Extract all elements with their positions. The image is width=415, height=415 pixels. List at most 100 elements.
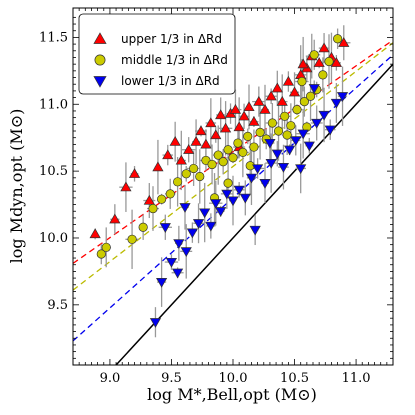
data-point: [330, 57, 342, 67]
data-point: [221, 189, 233, 200]
data-point: [143, 194, 155, 205]
data-point: [292, 105, 302, 115]
data-point: [215, 109, 227, 120]
data-point: [238, 147, 248, 158]
data-point: [255, 127, 265, 137]
legend-marker: [93, 32, 107, 44]
data-point: [200, 138, 212, 149]
data-point: [149, 318, 162, 328]
data-point: [233, 121, 245, 132]
data-point: [248, 115, 260, 126]
data-point: [330, 98, 342, 109]
legend-label-lower: lower 1/3 in ΔRd: [121, 74, 220, 88]
data-point: [297, 58, 309, 69]
data-point: [265, 159, 277, 169]
data-point: [180, 247, 192, 258]
data-point: [175, 154, 187, 165]
data-point: [282, 75, 294, 86]
x-tick-label: 10.0: [219, 371, 248, 386]
data-point: [156, 278, 168, 288]
data-point: [165, 189, 175, 199]
data-point: [238, 110, 250, 121]
data-point: [96, 249, 106, 259]
data-point: [183, 144, 195, 154]
data-point: [181, 169, 191, 179]
data-point: [243, 101, 255, 112]
data-point: [290, 136, 302, 147]
data-point: [308, 84, 320, 94]
data-point: [276, 95, 288, 106]
legend-marker: [93, 76, 107, 88]
data-point: [199, 208, 211, 219]
data-point: [210, 129, 222, 140]
data-point: [299, 96, 309, 107]
data-point: [324, 125, 336, 136]
fit-line: [73, 39, 393, 264]
data-point: [338, 37, 350, 47]
data-point: [159, 223, 171, 233]
data-point: [295, 164, 307, 175]
legend-box: [78, 13, 236, 95]
data-point: [192, 219, 205, 229]
data-point: [213, 150, 223, 160]
data-point: [227, 196, 239, 207]
data-point: [127, 234, 137, 244]
legend: upper 1/3 in ΔRd middle 1/3 in ΔRd lower…: [78, 13, 236, 95]
data-point: [165, 257, 178, 268]
data-points: [89, 34, 350, 328]
data-point: [189, 163, 199, 174]
data-point: [282, 130, 292, 140]
data-point: [215, 207, 227, 217]
data-point: [267, 118, 277, 128]
y-axis-label: log Mdyn,opt (M⊙): [7, 109, 26, 264]
data-point: [333, 34, 343, 44]
data-point: [252, 164, 264, 175]
data-point: [280, 111, 290, 121]
data-point: [286, 121, 296, 131]
data-point: [305, 91, 316, 101]
data-point: [195, 171, 205, 182]
x-tick-label: 11.0: [342, 371, 371, 386]
data-point: [223, 145, 233, 155]
data-point: [207, 159, 217, 170]
data-point: [265, 90, 277, 101]
data-point: [336, 92, 349, 102]
data-point: [271, 149, 283, 160]
data-point: [152, 161, 164, 172]
data-point: [128, 168, 141, 178]
data-point: [249, 225, 261, 236]
data-point: [277, 163, 290, 173]
y-tick-label: 11.0: [39, 97, 68, 112]
data-point: [249, 142, 259, 152]
data-point: [243, 131, 253, 141]
x-tick-label: 9.0: [100, 371, 121, 386]
data-point: [245, 173, 258, 184]
data-point: [318, 42, 330, 53]
data-point: [239, 193, 251, 204]
data-point: [138, 222, 148, 232]
data-point: [120, 181, 132, 192]
data-point: [109, 213, 121, 224]
data-point: [190, 136, 202, 146]
data-point: [173, 239, 185, 250]
fit-line: [73, 42, 393, 291]
data-point: [148, 203, 158, 214]
data-point: [162, 149, 174, 160]
data-point: [223, 178, 233, 188]
y-tick-label: 11.5: [39, 30, 68, 45]
y-tick-label: 9.5: [47, 298, 68, 313]
data-point: [186, 228, 198, 239]
data-point: [205, 117, 217, 128]
data-point: [253, 95, 265, 106]
data-point: [259, 179, 271, 189]
one-to-one-line: [115, 63, 393, 365]
data-point: [297, 76, 307, 87]
data-point: [259, 103, 271, 114]
data-point: [324, 56, 334, 67]
data-point: [157, 194, 167, 204]
legend-marker: [94, 54, 106, 66]
data-point: [179, 203, 191, 213]
data-point: [303, 141, 315, 152]
data-point: [313, 57, 325, 67]
data-point: [101, 242, 111, 252]
